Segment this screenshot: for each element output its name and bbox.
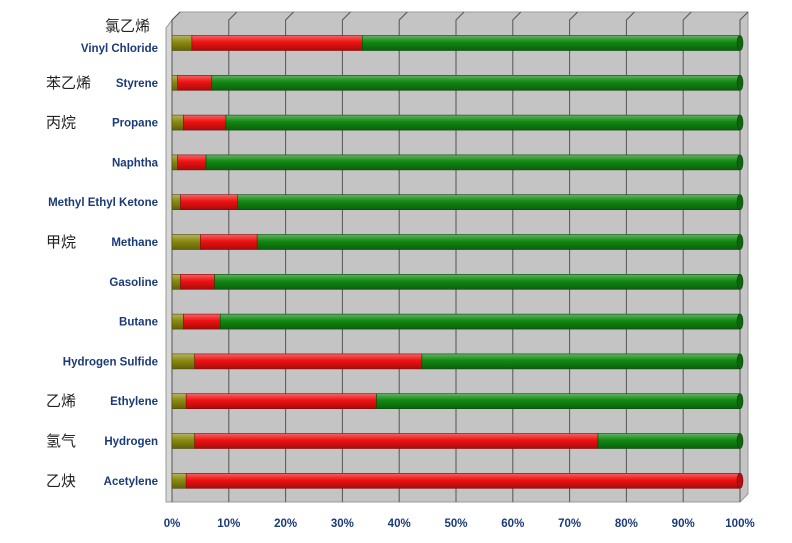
bar-segment [183,114,227,131]
x-tick-label: 40% [388,518,411,530]
bar-end-cap [736,35,744,51]
x-tick-label: 0% [164,518,181,530]
gridline [171,11,181,502]
category-label: Methane [111,237,158,249]
bar-end-cap [736,393,744,410]
bar-segment [171,393,187,410]
bar-segment [171,114,184,131]
bar-end-cap [736,353,744,370]
bar-segment [256,234,741,250]
x-axis-ticks: 0% 10% 20% 30% 40% 50% 60% 70% 80% 90% 100% [164,518,755,530]
bar-segment [225,114,741,131]
x-tick-label: 80% [615,518,638,530]
gridline [569,11,578,502]
bar-segment [171,472,187,489]
category-label-zh: 乙烯 [46,392,76,410]
gridline [455,11,465,502]
category-label: Gasoline [109,277,158,289]
bar-segment [185,472,741,489]
bar-segment [171,353,196,370]
category-labels: 氯乙烯 Vinyl Chloride 苯乙烯 Styrene 丙烷 Propane Naph… [46,17,159,490]
category-label: Naphtha [112,157,159,169]
bar-segment [361,35,741,51]
bar-segment [200,234,258,250]
category-label-zh: 丙烷 [46,114,76,132]
bar-segment [237,194,741,210]
gridline [228,11,238,502]
category-label: Methyl Ethyl Ketone [48,197,158,209]
x-tick-label: 90% [672,518,695,530]
bar-segment [214,273,741,290]
x-tick-label: 70% [558,518,581,530]
bar-segment [171,35,193,51]
bar-segment [171,313,184,330]
category-label: Acetylene [104,476,158,488]
bar-segment [185,393,377,410]
plot-side-wall [165,18,173,503]
bar-end-cap [736,194,744,210]
category-label: Hydrogen [104,436,158,448]
bar-end-cap [736,433,744,449]
gridline [512,11,522,502]
bar-end-cap [736,273,744,290]
bar-segment [194,433,599,449]
bars [171,35,744,489]
category-label-zh: 苯乙烯 [46,74,91,92]
gridline [682,11,692,502]
gridline [739,11,749,502]
category-label-zh: 甲烷 [46,233,76,251]
category-label-zh: 乙炔 [46,472,76,490]
category-label: Propane [112,118,158,130]
gridlines [171,11,749,502]
bar-segment [171,194,181,210]
bar-end-cap [736,472,744,489]
x-tick-label: 50% [444,518,467,530]
category-label: Ethylene [110,396,158,408]
category-label: Vinyl Chloride [81,43,158,55]
category-label: Hydrogen Sulfide [63,356,158,368]
bar-end-cap [736,114,744,131]
bar-end-cap [736,313,744,330]
bar-segment [191,35,363,51]
bar-segment [177,75,213,91]
bar-segment [177,154,207,171]
category-label: Butane [119,317,158,329]
plot-background [165,11,749,503]
bar-segment [171,75,178,91]
bar-segment [171,273,181,290]
x-tick-label: 20% [274,518,297,530]
bar-segment [171,433,196,449]
bar-segment [211,75,741,91]
bar-segment [205,154,741,171]
x-tick-label: 60% [501,518,524,530]
bar-segment [219,313,741,330]
bar-end-cap [736,154,744,171]
category-label-zh: 氢气 [46,432,76,450]
bar-segment [183,313,221,330]
bar-end-cap [736,234,744,250]
bar-segment [194,353,423,370]
bar-segment [376,393,741,410]
bar-segment [180,194,238,210]
category-label-zh: 氯乙烯 [105,17,150,35]
bar-segment [180,273,215,290]
x-tick-label: 10% [217,518,240,530]
gridline [398,11,408,502]
x-tick-label: 30% [331,518,354,530]
bar-end-cap [736,75,744,91]
bar-segment [421,353,741,370]
category-label: Styrene [116,78,158,90]
gridline [625,11,635,502]
x-tick-label: 100% [725,518,754,530]
gridline [285,11,294,502]
bar-segment [597,433,741,449]
bar-segment [171,154,178,171]
bar-segment [171,234,201,250]
gridline [341,11,351,502]
